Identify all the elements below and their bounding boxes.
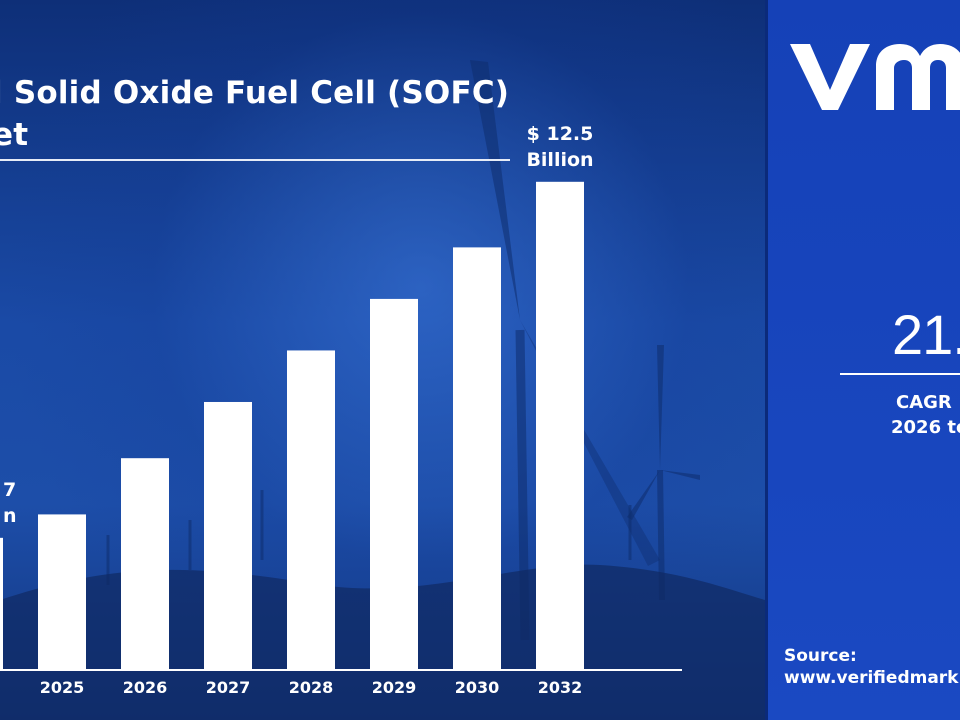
- bar-2030: [453, 247, 501, 669]
- bar-2028: [287, 350, 335, 669]
- source-label: Source:: [784, 646, 857, 666]
- cagr-label: CAGR: [896, 392, 952, 413]
- data-label: 7: [3, 479, 16, 501]
- chart-title: l Solid Oxide Fuel Cell (SOFC) et: [0, 72, 552, 156]
- data-label: n: [3, 505, 17, 527]
- vmr-logo: [790, 44, 960, 110]
- x-tick-label: 2025: [40, 678, 85, 697]
- data-label: $ 12.5: [527, 123, 594, 145]
- cagr-divider: [840, 373, 960, 375]
- x-tick-label: 2032: [538, 678, 583, 697]
- x-tick-label: 2030: [455, 678, 500, 697]
- bar-2029: [370, 298, 418, 669]
- x-tick-label: 2029: [372, 678, 417, 697]
- bar-chart: 2025 2026 2027 2028 2029 2030 2032 7 n $ 12.5 Bill…: [0, 123, 682, 697]
- x-tick-label: 2028: [289, 678, 334, 697]
- bar-2026: [121, 458, 169, 669]
- cagr-period: 2026 to: [891, 417, 960, 438]
- x-tick-label: 2026: [123, 678, 168, 697]
- chart-title-line2: et: [0, 117, 29, 153]
- x-tick-label: 2027: [206, 678, 251, 697]
- stats-sidebar: 21.7 CAGR 2026 to Source: www.verifiedma…: [765, 0, 960, 720]
- bar-2027: [204, 401, 252, 669]
- chart-panel: l Solid Oxide Fuel Cell (SOFC) et 2025 20…: [0, 0, 765, 720]
- chart-title-line1: l Solid Oxide Fuel Cell (SOFC): [0, 75, 510, 111]
- bar-2025: [38, 514, 86, 669]
- cagr-value: 21.7: [892, 303, 960, 366]
- data-label: Billion: [526, 149, 593, 171]
- source-url[interactable]: www.verifiedmark: [784, 668, 959, 688]
- bar-2032: [536, 181, 584, 670]
- title-divider: [0, 159, 510, 161]
- bar-first: [0, 537, 3, 669]
